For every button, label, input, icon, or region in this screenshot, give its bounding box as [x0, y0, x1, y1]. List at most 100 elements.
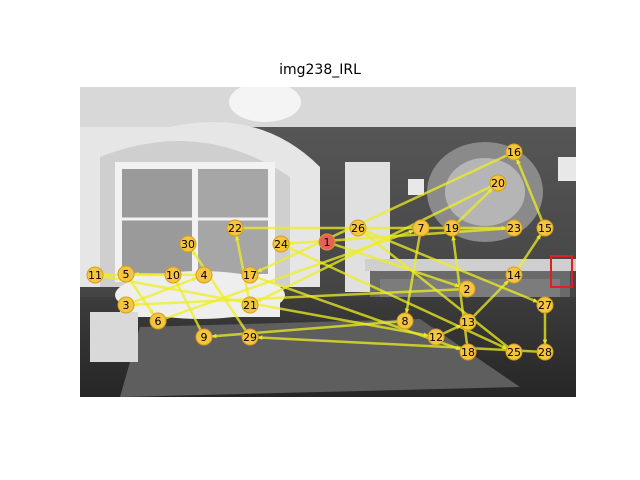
scanpath-segment	[249, 150, 515, 277]
fixation-label: 29	[243, 331, 257, 344]
scanpath-arrowhead	[364, 232, 370, 238]
fixation-label: 2	[464, 283, 471, 296]
scanpath-arrowhead	[211, 333, 217, 339]
fixation-label: 9	[201, 331, 208, 344]
scanpath-arrowhead	[257, 335, 263, 341]
scanpath-segment	[357, 226, 546, 307]
fixation-label: 13	[461, 316, 475, 329]
fixation-marker	[164, 266, 182, 284]
fixation-label: 22	[228, 222, 242, 235]
fixation-label: 10	[166, 269, 180, 282]
scanpath-segment	[233, 227, 252, 306]
fixation-label: 16	[507, 146, 521, 159]
fixation-marker	[179, 235, 197, 253]
scanpath-segment	[403, 227, 423, 322]
fixation-label: 11	[88, 269, 102, 282]
fixation-label: 20	[491, 177, 505, 190]
fixation-marker	[443, 219, 461, 237]
fixation-label: 23	[507, 222, 521, 235]
fixation-label: 3	[123, 299, 130, 312]
fixation-label: 4	[201, 269, 208, 282]
fixation-label: 19	[445, 222, 459, 235]
scanpath-segment	[203, 319, 406, 339]
fixation-marker	[241, 328, 259, 346]
scanpath-arrowhead	[536, 234, 541, 240]
fixation-marker	[505, 219, 523, 237]
fixation-marker	[226, 219, 244, 237]
fixation-label: 21	[243, 299, 257, 312]
fixation-label: 18	[461, 346, 475, 359]
scanpath-arrowhead	[192, 250, 197, 256]
fixation-marker	[489, 174, 507, 192]
fixation-label: 7	[418, 222, 425, 235]
fixation-marker	[272, 235, 290, 253]
scanpath-segment	[280, 242, 515, 354]
fixation-label: 1	[324, 236, 331, 249]
scanpath-arrowhead	[257, 267, 263, 272]
fixation-label: 30	[181, 238, 195, 251]
fixation-marker	[318, 233, 336, 251]
fixation-marker	[117, 265, 135, 283]
fixation-label: 27	[538, 299, 552, 312]
sconce-left	[408, 179, 424, 195]
fixation-label: 28	[538, 346, 552, 359]
fixation-label: 12	[429, 331, 443, 344]
scanpath-segment	[94, 273, 437, 339]
fixation-marker	[536, 343, 554, 361]
fixation-marker	[505, 143, 523, 161]
fixation-label: 24	[274, 238, 288, 251]
scanpath-segment	[249, 181, 499, 307]
fixation-marker	[459, 313, 477, 331]
fixation-label: 15	[538, 222, 552, 235]
scanpath-arrowhead	[503, 280, 509, 286]
pendant-light	[229, 87, 301, 122]
scanpath-arrowhead	[133, 302, 139, 307]
target-box	[550, 255, 573, 288]
fixation-marker	[195, 328, 213, 346]
scanpath-arrowhead	[176, 282, 181, 288]
fixation-marker	[536, 296, 554, 314]
fixation-marker	[396, 312, 414, 330]
scanpath-arrowhead	[257, 297, 263, 302]
scanpath-segment	[326, 240, 468, 291]
rug	[120, 319, 520, 397]
fixation-marker	[459, 343, 477, 361]
scanpath-segment	[186, 243, 252, 338]
fixation-label: 26	[351, 222, 365, 235]
fixation-marker	[241, 296, 259, 314]
fixation-marker	[458, 280, 476, 298]
window-pane-left	[122, 169, 192, 274]
scanpath-arrowhead	[454, 282, 460, 288]
scanpath-segment	[125, 273, 205, 307]
scanpath-segment	[280, 226, 515, 246]
fixation-label: 6	[155, 315, 162, 328]
fixation-label: 8	[402, 315, 409, 328]
scanpath-arrowhead	[542, 339, 548, 344]
fixation-marker	[117, 296, 135, 314]
sconce-right	[558, 157, 576, 181]
scanpath-arrowhead	[451, 235, 456, 241]
ceiling	[80, 87, 576, 127]
scanpath-arrowhead	[487, 188, 493, 194]
scanpath-arrowhead	[235, 235, 240, 241]
scanpath-arrowhead	[149, 309, 154, 315]
fixation-label: 25	[507, 346, 521, 359]
scanpath-arrowhead	[408, 229, 414, 235]
fixation-label: 14	[507, 269, 521, 282]
garden-stool	[90, 312, 138, 362]
scanpath-arrowhead	[501, 344, 507, 349]
fixation-marker	[412, 219, 430, 237]
scanpath-segment	[357, 227, 515, 353]
scanpath-arrowhead	[288, 240, 294, 246]
fixation-marker	[349, 219, 367, 237]
fixation-label: 5	[123, 268, 130, 281]
figure-title: img238_IRL	[279, 62, 361, 78]
fixation-marker	[536, 219, 554, 237]
scanpath-segment	[512, 151, 547, 229]
scanpath-segment	[249, 335, 546, 354]
fixation-marker	[505, 343, 523, 361]
fixation-marker	[149, 312, 167, 330]
fixation-marker	[195, 266, 213, 284]
fixation-marker	[86, 266, 104, 284]
